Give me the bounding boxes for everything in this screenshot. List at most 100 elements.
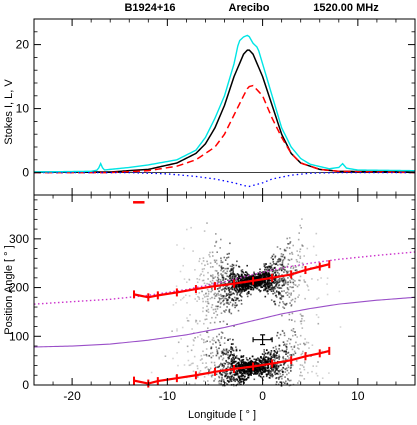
rvm-fit-curve <box>33 296 416 348</box>
pa-sample <box>278 378 280 380</box>
pa-sample <box>231 279 233 282</box>
pa-sample <box>242 279 245 282</box>
pa-sample <box>207 380 209 382</box>
pa-sample <box>286 272 289 274</box>
pa-sample <box>259 276 262 279</box>
pa-sample <box>304 344 306 346</box>
pa-sample <box>209 367 212 370</box>
pa-sample <box>292 267 294 270</box>
pa-sample <box>286 343 288 345</box>
pa-sample <box>220 289 223 291</box>
pa-sample <box>285 304 287 306</box>
pa-sample <box>286 340 289 342</box>
pa-sample <box>217 273 219 275</box>
pa-sample <box>233 361 235 363</box>
pa-sample <box>275 357 278 359</box>
pa-sample <box>255 284 258 287</box>
pa-sample <box>228 303 230 305</box>
pa-sample <box>235 369 238 372</box>
pa-sample <box>228 311 231 314</box>
pa-sample <box>241 296 243 298</box>
pa-sample <box>292 286 294 289</box>
pa-sample <box>189 364 192 366</box>
pa-sample <box>326 277 329 279</box>
pa-sample <box>237 274 239 276</box>
pa-sample <box>274 351 276 353</box>
pa-sample <box>191 328 193 330</box>
pa-sample <box>290 294 292 296</box>
pa-sample <box>207 373 210 376</box>
pa-sample <box>270 268 273 270</box>
pa-sample <box>231 378 234 381</box>
pa-sample <box>228 381 230 383</box>
pa-sample <box>272 268 274 270</box>
pa-sample <box>217 339 219 341</box>
pa-sample <box>254 362 256 365</box>
pa-sample <box>187 350 189 353</box>
pa-sample <box>220 257 222 259</box>
pa-sample <box>276 357 278 359</box>
pa-sample <box>172 357 174 360</box>
pa-sample <box>239 292 242 295</box>
pa-sample <box>235 298 238 301</box>
pa-sample <box>214 292 216 295</box>
pa-sample <box>283 307 286 309</box>
pa-sample <box>226 267 228 270</box>
pa-sample <box>262 275 265 278</box>
pa-sample <box>258 373 260 375</box>
pa-sample <box>317 322 320 325</box>
pa-sample <box>317 361 319 363</box>
pa-sample <box>282 253 285 256</box>
pa-sample <box>210 347 213 349</box>
pa-sample <box>296 285 299 288</box>
pa-sample <box>236 292 239 294</box>
pa-sample <box>265 290 268 292</box>
pa-sample <box>276 365 278 368</box>
pa-sample <box>253 272 255 275</box>
pa-sample <box>218 347 220 350</box>
pa-sample <box>244 364 246 366</box>
pa-sample <box>256 372 259 375</box>
pa-sample <box>240 278 242 281</box>
pa-sample <box>263 356 265 358</box>
pa-sample <box>214 378 216 380</box>
pa-sample <box>226 377 228 380</box>
pa-sample <box>270 356 273 358</box>
pa-sample <box>276 261 279 263</box>
pa-sample <box>278 273 280 275</box>
pa-sample <box>258 368 261 371</box>
pa-sample <box>183 382 185 384</box>
pa-sample <box>199 359 202 361</box>
pa-sample <box>171 330 173 332</box>
pa-sample <box>263 272 266 274</box>
pa-sample <box>209 297 212 300</box>
pa-sample <box>241 364 244 366</box>
pa-sample <box>266 359 268 362</box>
pa-sample <box>288 275 291 278</box>
pa-sample <box>235 287 238 290</box>
pa-sample <box>284 266 286 269</box>
pa-sample <box>290 366 292 368</box>
pa-sample <box>254 366 257 369</box>
pa-sample <box>242 361 245 363</box>
pa-sample <box>233 358 235 361</box>
pa-sample <box>293 350 296 353</box>
pa-sample <box>241 376 243 378</box>
pa-sample <box>229 270 232 272</box>
pa-sample <box>278 277 281 280</box>
pa-sample <box>288 243 290 245</box>
pa-sample <box>276 269 279 272</box>
pa-sample <box>276 350 279 353</box>
pa-sample <box>230 312 233 315</box>
pa-sample <box>216 270 218 272</box>
pa-sample <box>289 338 292 341</box>
pa-sample <box>218 365 220 368</box>
pa-sample <box>259 282 261 284</box>
pa-sample <box>222 357 225 360</box>
pa-sample <box>280 385 283 387</box>
pa-sample <box>237 297 239 300</box>
pa-sample <box>294 297 297 300</box>
pa-sample <box>213 259 216 262</box>
pa-sample <box>232 298 234 301</box>
pa-sample <box>269 359 271 361</box>
